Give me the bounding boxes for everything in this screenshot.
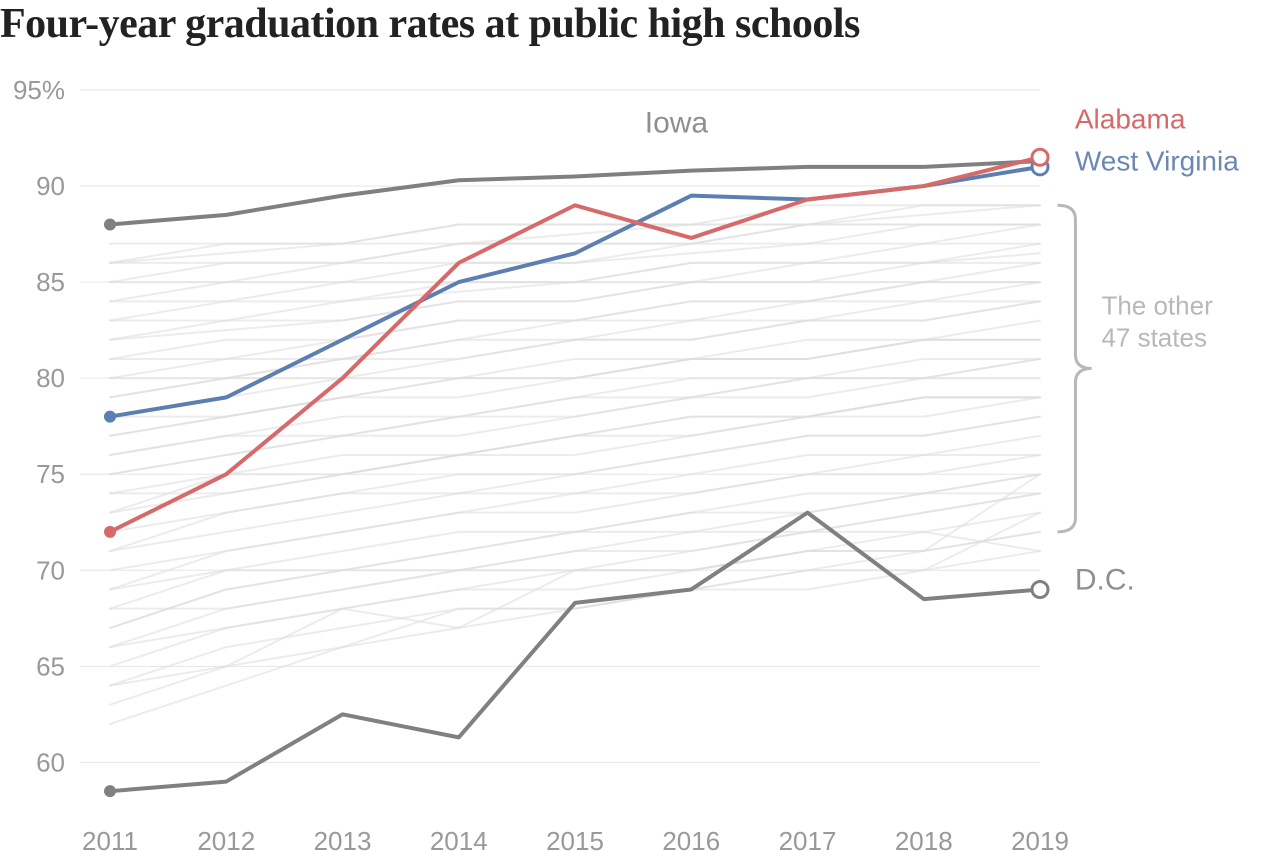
background-state-line (110, 513, 1040, 686)
series-start-dot (104, 218, 116, 230)
series-label-alabama: Alabama (1075, 103, 1186, 134)
other-states-label: The other (1101, 291, 1213, 321)
x-axis-label: 2017 (779, 826, 837, 851)
y-axis-label: 90 (36, 171, 65, 201)
chart-svg: 60 65 70 75 80 85 90 95% 2011 2012 2013 2014 2015 201… (0, 0, 1280, 851)
y-axis-label: 75 (36, 459, 65, 489)
y-axis-label: 95% (13, 75, 65, 105)
x-axis-label: 2012 (197, 826, 255, 851)
x-axis-label: 2019 (1011, 826, 1069, 851)
y-axis-label: 85 (36, 267, 65, 297)
background-state-line (110, 455, 1040, 570)
series-label-d-c-: D.C. (1075, 563, 1135, 596)
x-axis-label: 2016 (662, 826, 720, 851)
y-axis-label: 80 (36, 363, 65, 393)
series-label-west-virginia: West Virginia (1075, 146, 1239, 177)
series-start-dot (104, 411, 116, 423)
x-axis-label: 2011 (82, 826, 138, 851)
x-axis-label: 2018 (895, 826, 953, 851)
series-start-dot (104, 785, 116, 797)
series-start-dot (104, 526, 116, 538)
y-axis-label: 70 (36, 555, 65, 585)
x-axis-label: 2014 (430, 826, 488, 851)
series-line-iowa (110, 161, 1040, 224)
background-state-line (110, 532, 1040, 724)
x-axis-label: 2015 (546, 826, 604, 851)
y-axis-label: 60 (36, 747, 65, 777)
other-states-brace (1057, 205, 1091, 532)
y-axis-label: 65 (36, 651, 65, 681)
chart-container: Four-year graduation rates at public hig… (0, 0, 1280, 851)
x-axis-label: 2013 (314, 826, 372, 851)
series-label-iowa: Iowa (645, 106, 709, 139)
other-states-label: 47 states (1101, 323, 1207, 353)
series-end-dot (1032, 149, 1048, 165)
series-end-dot (1032, 581, 1048, 597)
